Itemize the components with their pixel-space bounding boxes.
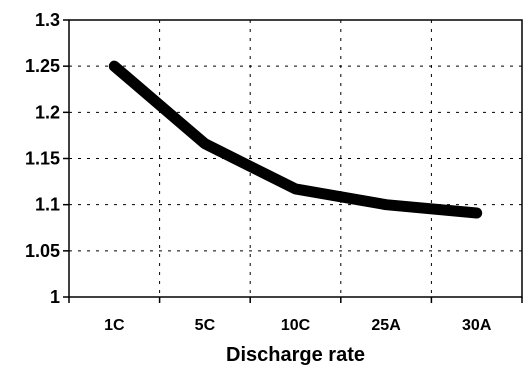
y-tick-label: 1.2 bbox=[35, 102, 60, 122]
y-tick-label: 1 bbox=[50, 287, 60, 307]
y-tick-label: 1.05 bbox=[25, 241, 60, 261]
x-axis-title: Discharge rate bbox=[226, 344, 365, 366]
series-layer bbox=[108, 60, 483, 219]
y-axis-ticks: 1 1.05 1.1 1.15 1.2 1.25 1.3 bbox=[25, 10, 69, 307]
grid bbox=[69, 20, 522, 297]
x-axis-ticks: 1C 5C 10C 25A 30A bbox=[68, 297, 523, 334]
x-tick-label: 5C bbox=[195, 317, 216, 334]
x-tick-label: 10C bbox=[281, 317, 311, 334]
y-tick-label: 1.3 bbox=[35, 10, 60, 30]
data-point bbox=[475, 211, 478, 214]
y-tick-label: 1.1 bbox=[35, 195, 60, 215]
data-point bbox=[294, 187, 297, 190]
x-tick-label: 25A bbox=[371, 317, 401, 334]
y-tick-label: 1.25 bbox=[25, 56, 60, 76]
y-tick-label: 1.15 bbox=[25, 149, 60, 169]
data-point bbox=[385, 203, 388, 206]
data-point bbox=[203, 142, 206, 145]
data-point bbox=[113, 65, 116, 68]
x-tick-label: 1C bbox=[104, 317, 125, 334]
x-tick-label: 30A bbox=[462, 317, 492, 334]
series-line bbox=[108, 60, 483, 219]
